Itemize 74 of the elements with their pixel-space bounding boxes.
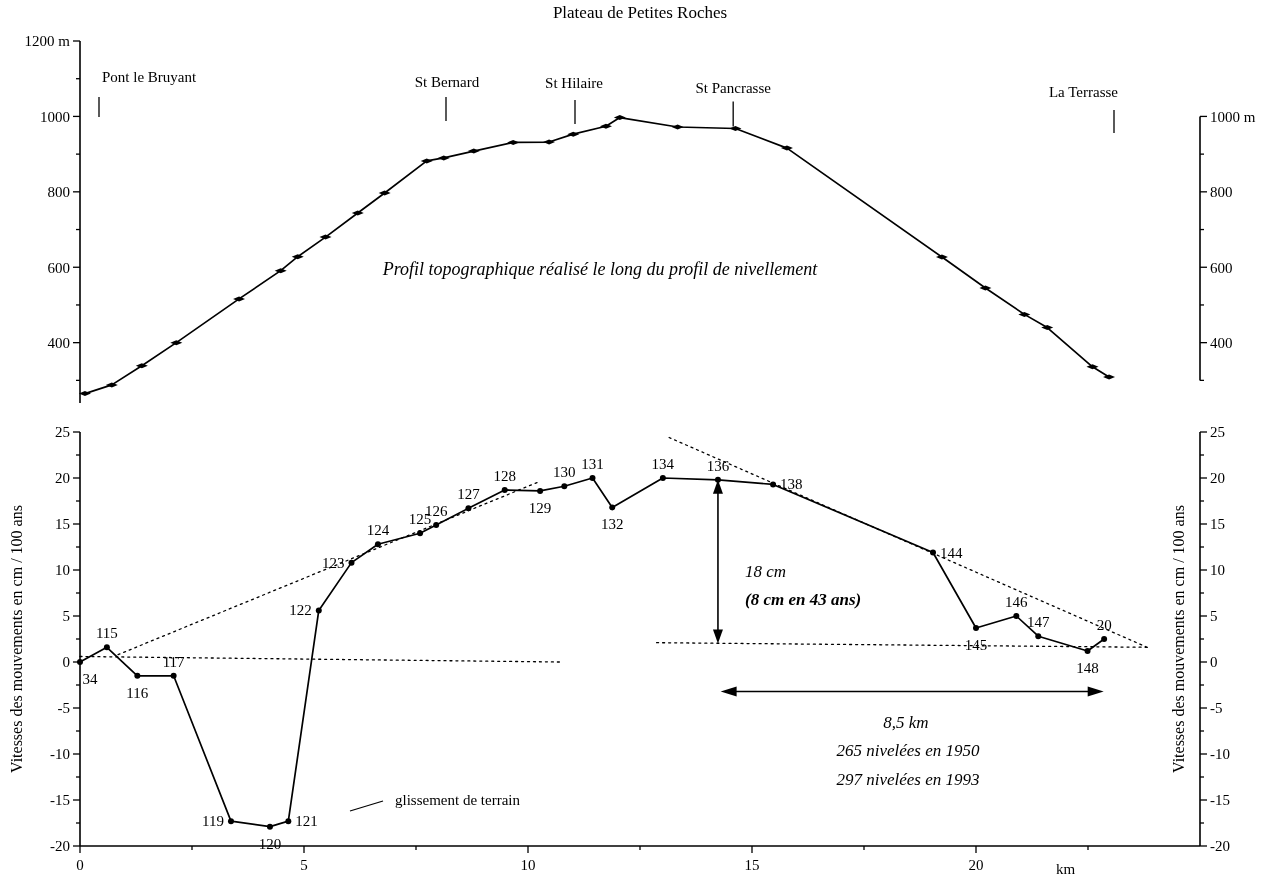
y-tick-label: 20 — [55, 470, 70, 487]
annotation: 131 — [581, 456, 604, 472]
y2-tick-label: -15 — [1210, 792, 1230, 809]
y-tick-label: -20 — [50, 838, 70, 855]
annotation: 147 — [1027, 614, 1051, 631]
y-tick-label: 1200 m — [24, 33, 71, 50]
x-tick-label: 10 — [520, 857, 536, 873]
y-tick-label: 600 — [47, 259, 70, 276]
annotation: 265 nivelées en 1950 — [836, 741, 981, 760]
y-tick-label: -15 — [50, 792, 70, 809]
x-tick-label: 20 — [968, 857, 984, 873]
x-tick-label: 15 — [744, 857, 760, 873]
y2-tick-label: 600 — [1210, 259, 1233, 276]
annotation: 144 — [939, 544, 963, 561]
annotation: 119 — [202, 813, 224, 830]
annotation: 123 — [321, 554, 345, 571]
annotation: 124 — [366, 522, 390, 539]
y2-tick-label: 20 — [1210, 470, 1225, 487]
annotation: 122 — [289, 602, 312, 619]
y2-tick-label: 0 — [1210, 654, 1218, 671]
annotation: 132 — [600, 516, 624, 533]
annotation: 117 — [162, 653, 186, 670]
y2-tick-label: -20 — [1210, 838, 1230, 855]
annotation: 138 — [780, 476, 803, 493]
annotation: 130 — [553, 464, 576, 481]
annotation: Profil topographique réalisé le long du profil de nivellement — [381, 259, 819, 279]
annotation: 18 cm — [745, 562, 787, 581]
annotation: 145 — [964, 636, 988, 653]
y2-tick-label: -10 — [1210, 746, 1230, 763]
y-tick-label: -10 — [50, 746, 70, 763]
y-tick-label: 10 — [55, 562, 70, 579]
y-axis-title: Vitesses des mouvements en cm / 100 ans — [8, 505, 25, 773]
annotation: St Hilaire — [545, 75, 604, 91]
x-tick-label: 5 — [300, 857, 308, 873]
y2-tick-label: -5 — [1210, 700, 1223, 717]
annotation: 8,5 km — [883, 713, 929, 732]
annotation: Pont le Bruyant — [102, 69, 197, 85]
x-tick-label: 0 — [76, 857, 84, 873]
x-axis-title: km — [1056, 861, 1076, 877]
annotation: La Terrasse — [1048, 84, 1119, 100]
annotation: (8 cm en 43 ans) — [745, 590, 862, 609]
annotation: 297 nivelées en 1993 — [836, 770, 980, 789]
annotation: 134 — [651, 456, 675, 472]
annotation: 128 — [493, 467, 516, 484]
annotation: 136 — [706, 457, 730, 474]
y-tick-label: 15 — [55, 516, 70, 533]
annotation: 115 — [95, 625, 118, 642]
y-tick-label: -5 — [57, 700, 70, 717]
y2-tick-label: 10 — [1210, 562, 1225, 579]
annotation: 121 — [295, 813, 318, 830]
annotation: 127 — [457, 486, 481, 503]
annotation: 20 — [1096, 617, 1112, 633]
y2-tick-label: 1000 m — [1210, 108, 1256, 125]
y-tick-label: 800 — [47, 184, 70, 201]
annotation: 129 — [528, 499, 552, 516]
y-tick-label: 1000 — [40, 108, 70, 125]
y2-tick-label: 400 — [1210, 334, 1233, 351]
y-tick-label: 0 — [62, 654, 70, 671]
chart-title: Plateau de Petites Roches — [552, 3, 728, 22]
y2-axis-title: Vitesses des mouvements en cm / 100 ans — [1170, 505, 1187, 773]
y-tick-label: 5 — [62, 608, 70, 625]
y-tick-label: 400 — [47, 334, 70, 351]
annotation: 116 — [126, 684, 149, 701]
annotation: glissement de terrain — [395, 792, 521, 808]
annotation: 34 — [82, 671, 98, 687]
annotation: St Bernard — [414, 74, 480, 90]
y-tick-label: 25 — [55, 424, 70, 441]
y2-tick-label: 15 — [1210, 516, 1225, 533]
annotation: 148 — [1076, 659, 1099, 676]
annotation: 146 — [1005, 594, 1029, 610]
y2-tick-label: 800 — [1210, 184, 1233, 201]
annotation: St Pancrasse — [695, 80, 772, 97]
y2-tick-label: 25 — [1210, 424, 1225, 441]
y2-tick-label: 5 — [1210, 608, 1218, 625]
